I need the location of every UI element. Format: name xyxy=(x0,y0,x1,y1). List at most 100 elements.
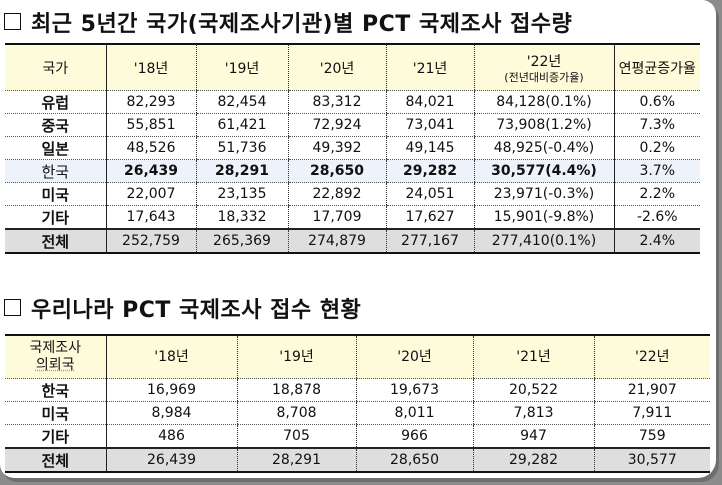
cell: 84,128(0.1%) xyxy=(473,90,614,114)
cell: 947 xyxy=(472,424,594,449)
cell: 49,392 xyxy=(287,136,386,160)
table-row: 기타 486 705 966 947 759 xyxy=(5,424,710,449)
cell: 82,454 xyxy=(195,90,288,114)
cell: 48,526 xyxy=(105,136,196,160)
cell: 265,369 xyxy=(195,228,288,254)
row-label: 전체 xyxy=(5,228,107,254)
row-label: 한국 xyxy=(5,159,107,183)
cell: 0.2% xyxy=(613,136,700,160)
document-frame: 최근 5년간 국가(국제조사기관)별 PCT 국제조사 접수량 국가 '18년 … xyxy=(0,0,716,478)
cell: 8,011 xyxy=(355,401,473,425)
table-header-row: 국제조사 의뢰국 '18년 '19년 '20년 '21년 '22년 xyxy=(5,335,710,379)
cell: 274,879 xyxy=(287,228,386,254)
cell: 23,971(-0.3%) xyxy=(473,182,614,206)
country-pct-table: 국가 '18년 '19년 '20년 '21년 '22년 (전년대비증가율) 연평균… xyxy=(5,43,700,254)
section2-title: 우리나라 PCT 국제조사 접수 현황 xyxy=(4,292,361,324)
cell: 7,911 xyxy=(593,401,710,425)
cell: 17,709 xyxy=(287,205,386,230)
header-2022: '22년 xyxy=(593,335,710,379)
cell: 8,984 xyxy=(105,401,237,425)
table-row: 미국 22,007 23,135 22,892 24,051 23,971(-0… xyxy=(5,182,700,206)
checkbox-square-icon xyxy=(4,299,21,316)
table-row-total: 전체 26,439 28,291 28,650 29,282 30,577 xyxy=(5,447,710,473)
row-label: 미국 xyxy=(5,182,107,206)
row-label: 유럽 xyxy=(5,90,107,114)
cell: 24,051 xyxy=(385,182,474,206)
cell: 29,282 xyxy=(472,447,594,473)
header-cagr: 연평균증가율 xyxy=(613,44,700,91)
header-2022: '22년 (전년대비증가율) xyxy=(473,44,614,91)
cell: 15,901(-9.8%) xyxy=(473,205,614,230)
row-label: 일본 xyxy=(5,136,107,160)
section2-title-text: 우리나라 PCT 국제조사 접수 현황 xyxy=(31,298,362,323)
header-2019: '19년 xyxy=(236,335,356,379)
cell: 29,282 xyxy=(385,159,474,183)
cell: 18,878 xyxy=(236,378,356,402)
section1-title-text: 최근 5년간 국가(국제조사기관)별 PCT 국제조사 접수량 xyxy=(31,12,573,37)
cell: 28,291 xyxy=(195,159,288,183)
header-2018: '18년 xyxy=(105,335,237,379)
cell: 2.4% xyxy=(613,228,700,254)
cell: 73,908(1.2%) xyxy=(473,113,614,137)
cell: 30,577 xyxy=(593,447,710,473)
cell: 17,627 xyxy=(385,205,474,230)
table-header-row: 국가 '18년 '19년 '20년 '21년 '22년 (전년대비증가율) 연평균… xyxy=(5,44,700,91)
header-2022-sub: (전년대비증가율) xyxy=(504,71,584,84)
cell: 18,332 xyxy=(195,205,288,230)
cell: 61,421 xyxy=(195,113,288,137)
header-2019: '19년 xyxy=(195,44,288,91)
cell: 19,673 xyxy=(355,378,473,402)
cell: 277,167 xyxy=(385,228,474,254)
cell: 73,041 xyxy=(385,113,474,137)
cell: 21,907 xyxy=(593,378,710,402)
row-label: 기타 xyxy=(5,424,107,449)
cell: 28,650 xyxy=(287,159,386,183)
row-label: 기타 xyxy=(5,205,107,230)
row-label: 미국 xyxy=(5,401,107,425)
checkbox-square-icon xyxy=(4,13,21,30)
table-row-total: 전체 252,759 265,369 274,879 277,167 277,4… xyxy=(5,228,700,254)
header-2022-label: '22년 xyxy=(526,54,562,70)
section1-title: 최근 5년간 국가(국제조사기관)별 PCT 국제조사 접수량 xyxy=(4,6,572,38)
header-2018: '18년 xyxy=(105,44,196,91)
cell: 966 xyxy=(355,424,473,449)
cell: 55,851 xyxy=(105,113,196,137)
header-2021: '21년 xyxy=(385,44,474,91)
cell: 26,439 xyxy=(105,159,196,183)
cell: 8,708 xyxy=(236,401,356,425)
cell: 72,924 xyxy=(287,113,386,137)
table-row: 유럽 82,293 82,454 83,312 84,021 84,128(0.… xyxy=(5,90,700,114)
cell: 2.2% xyxy=(613,182,700,206)
header-country: 국가 xyxy=(5,44,107,91)
cell: 23,135 xyxy=(195,182,288,206)
row-label: 전체 xyxy=(5,447,107,473)
cell: 28,291 xyxy=(236,447,356,473)
header-requesting-office: 국제조사 의뢰국 xyxy=(5,335,107,379)
cell: 22,007 xyxy=(105,182,196,206)
cell: 82,293 xyxy=(105,90,196,114)
row-label: 중국 xyxy=(5,113,107,137)
table-row: 일본 48,526 51,736 49,392 49,145 48,925(-0… xyxy=(5,136,700,160)
cell: 49,145 xyxy=(385,136,474,160)
cell: 83,312 xyxy=(287,90,386,114)
cell: 0.6% xyxy=(613,90,700,114)
cell: 277,410(0.1%) xyxy=(473,228,614,254)
cell: 486 xyxy=(105,424,237,449)
cell: 48,925(-0.4%) xyxy=(473,136,614,160)
cell: 28,650 xyxy=(355,447,473,473)
table-row: 미국 8,984 8,708 8,011 7,813 7,911 xyxy=(5,401,710,425)
cell: 51,736 xyxy=(195,136,288,160)
cell: 22,892 xyxy=(287,182,386,206)
cell: 17,643 xyxy=(105,205,196,230)
row-label: 한국 xyxy=(5,378,107,402)
cell: 3.7% xyxy=(613,159,700,183)
cell: 252,759 xyxy=(105,228,196,254)
cell: 20,522 xyxy=(472,378,594,402)
header-label-line1: 국제조사 xyxy=(29,340,82,356)
cell: 705 xyxy=(236,424,356,449)
header-label-line2: 의뢰국 xyxy=(35,357,75,373)
table-row: 한국 16,969 18,878 19,673 20,522 21,907 xyxy=(5,378,710,402)
cell: 26,439 xyxy=(105,447,237,473)
table-row: 기타 17,643 18,332 17,709 17,627 15,901(-9… xyxy=(5,205,700,230)
cell: 759 xyxy=(593,424,710,449)
